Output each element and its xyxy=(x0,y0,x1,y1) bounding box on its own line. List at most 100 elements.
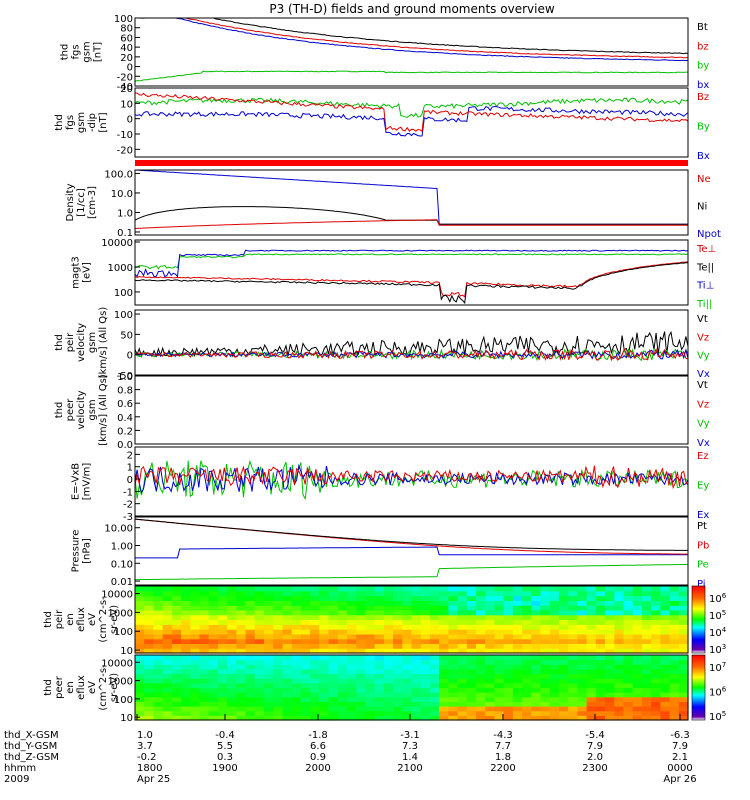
spectrogram-cell xyxy=(623,586,634,592)
spectrogram-cell xyxy=(586,600,597,606)
spectrogram-cell xyxy=(282,696,293,702)
legend-entry: Vx xyxy=(697,438,710,449)
spectrogram-cell xyxy=(503,643,514,649)
spectrogram-cell xyxy=(319,668,330,675)
spectrogram-cell xyxy=(236,659,247,665)
spectrogram-cell xyxy=(641,682,652,689)
spectrogram-cell xyxy=(568,706,578,712)
ephemeris-value: 1.0 xyxy=(137,730,153,741)
spectrogram-cell xyxy=(411,633,422,640)
spectrogram-cell xyxy=(328,633,339,640)
spectrogram-cell xyxy=(264,624,274,630)
ephemeris-value: Apr 26 xyxy=(663,774,696,785)
spectrogram-cell xyxy=(356,624,366,630)
spectrogram-cell xyxy=(678,629,689,635)
spectrogram-cell xyxy=(660,678,671,684)
spectrogram-cell xyxy=(660,687,671,693)
y-tick-label: 0 xyxy=(127,475,133,486)
y-axis-label: thd peir velocity gsm [km/s] (All Qs) xyxy=(54,307,109,379)
spectrogram-cell xyxy=(356,678,366,684)
spectrogram-cell xyxy=(559,609,569,616)
spectrogram-cell xyxy=(217,682,228,689)
spectrogram-cell xyxy=(568,648,578,654)
spectrogram-cell xyxy=(559,643,569,649)
spectrogram-cell xyxy=(512,619,523,625)
spectrogram-cell xyxy=(614,638,625,644)
spectrogram-cell xyxy=(605,682,615,689)
spectrogram-cell xyxy=(411,687,422,693)
spectrogram-cell xyxy=(208,655,219,661)
spectrogram-cell xyxy=(153,609,164,616)
series-line xyxy=(134,219,688,229)
spectrogram-cell xyxy=(466,586,477,592)
spectrogram-cell xyxy=(485,664,495,670)
spectrogram-cell xyxy=(144,609,154,616)
spectrogram-cell xyxy=(549,715,560,721)
spectrogram-cell xyxy=(374,614,385,621)
spectrogram-cell xyxy=(365,638,376,644)
spectrogram-cell xyxy=(190,600,201,606)
spectrogram-cell xyxy=(660,706,671,712)
spectrogram-cell xyxy=(549,619,560,625)
spectrogram-cell xyxy=(208,638,219,644)
spectrogram-cell xyxy=(549,624,560,630)
spectrogram-cell xyxy=(217,605,228,611)
ephemeris-value: 0.9 xyxy=(310,752,326,763)
spectrogram-cell xyxy=(466,609,477,616)
spectrogram-cell xyxy=(411,600,422,606)
legend-entry: Vy xyxy=(697,351,710,362)
spectrogram-cell xyxy=(586,692,597,698)
spectrogram-cell xyxy=(162,664,173,670)
legend-entry: Ti|| xyxy=(696,299,712,310)
spectrogram-cell xyxy=(208,678,219,684)
spectrogram-cell xyxy=(245,673,256,679)
spectrogram-cell xyxy=(531,624,542,630)
spectrogram-cell xyxy=(595,619,606,625)
spectrogram-cell xyxy=(595,629,606,635)
spectrogram-cell xyxy=(310,687,320,693)
spectrogram-cell xyxy=(476,600,486,606)
spectrogram-cell xyxy=(586,668,597,675)
spectrogram-cell xyxy=(549,643,560,649)
spectrogram-cell xyxy=(365,648,376,654)
spectrogram-cell xyxy=(448,624,459,630)
spectrogram-cell xyxy=(651,614,661,621)
spectrogram-cell xyxy=(614,619,625,625)
spectrogram-cell xyxy=(439,664,449,670)
spectrogram-cell xyxy=(254,687,265,693)
spectrogram-cell xyxy=(319,673,330,679)
colorbar-tick-label: 106 xyxy=(709,592,727,605)
spectrogram-cell xyxy=(254,692,265,698)
spectrogram-cell xyxy=(531,710,542,716)
spectrogram-cell xyxy=(282,655,293,661)
spectrogram-cell xyxy=(310,643,320,649)
spectrogram-cell xyxy=(448,600,459,606)
spectrogram-cell xyxy=(319,614,330,621)
spectrogram-cell xyxy=(365,678,376,684)
spectrogram-cell xyxy=(586,710,597,716)
spectrogram-cell xyxy=(300,664,311,670)
series-line xyxy=(134,169,688,225)
spectrogram-cell xyxy=(291,701,302,707)
y-axis-label-line: sr-eV) xyxy=(109,605,120,634)
spectrogram-cell xyxy=(614,701,625,707)
spectrogram-cell xyxy=(236,609,247,616)
spectrogram-cell xyxy=(171,696,182,702)
colorbar-tick-exponent: 5 xyxy=(722,609,726,617)
spectrogram-cell xyxy=(273,692,284,698)
spectrogram-cell xyxy=(402,715,413,721)
series-line xyxy=(134,518,688,551)
legend-entry: Npot xyxy=(697,229,721,240)
y-axis-label-line: eV xyxy=(87,681,98,694)
spectrogram-cell xyxy=(383,687,394,693)
spectrogram-cell xyxy=(476,696,486,702)
y-tick-label: 0.2 xyxy=(117,426,133,437)
spectrogram-cell xyxy=(651,643,661,649)
spectrogram-cell xyxy=(171,638,182,644)
spectrogram-cell xyxy=(153,643,164,649)
y-tick-label: -40 xyxy=(117,82,133,93)
spectrogram-cell xyxy=(365,710,376,716)
y-axis-label: thd peer velocity gsm [km/s] (All Qs) xyxy=(54,374,109,446)
spectrogram-cell xyxy=(623,692,634,698)
